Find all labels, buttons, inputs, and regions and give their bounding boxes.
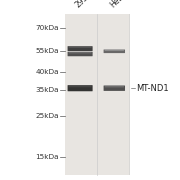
Text: 70kDa: 70kDa <box>35 25 59 31</box>
FancyBboxPatch shape <box>69 85 91 87</box>
Bar <box>65 14 130 175</box>
FancyBboxPatch shape <box>69 52 91 53</box>
FancyBboxPatch shape <box>104 86 125 91</box>
FancyBboxPatch shape <box>68 46 93 51</box>
Text: 15kDa: 15kDa <box>35 154 59 160</box>
Text: 293T: 293T <box>74 0 94 10</box>
FancyBboxPatch shape <box>69 46 91 48</box>
FancyBboxPatch shape <box>68 52 93 56</box>
Text: 40kDa: 40kDa <box>35 69 59 75</box>
FancyBboxPatch shape <box>68 85 93 91</box>
Text: 35kDa: 35kDa <box>35 87 59 93</box>
Text: MT-ND1: MT-ND1 <box>136 84 168 93</box>
Bar <box>129 14 130 175</box>
FancyBboxPatch shape <box>105 86 124 87</box>
Text: 25kDa: 25kDa <box>35 113 59 119</box>
Text: 55kDa: 55kDa <box>35 48 59 54</box>
Text: HeLa: HeLa <box>108 0 128 10</box>
FancyBboxPatch shape <box>105 50 124 51</box>
FancyBboxPatch shape <box>104 50 125 53</box>
